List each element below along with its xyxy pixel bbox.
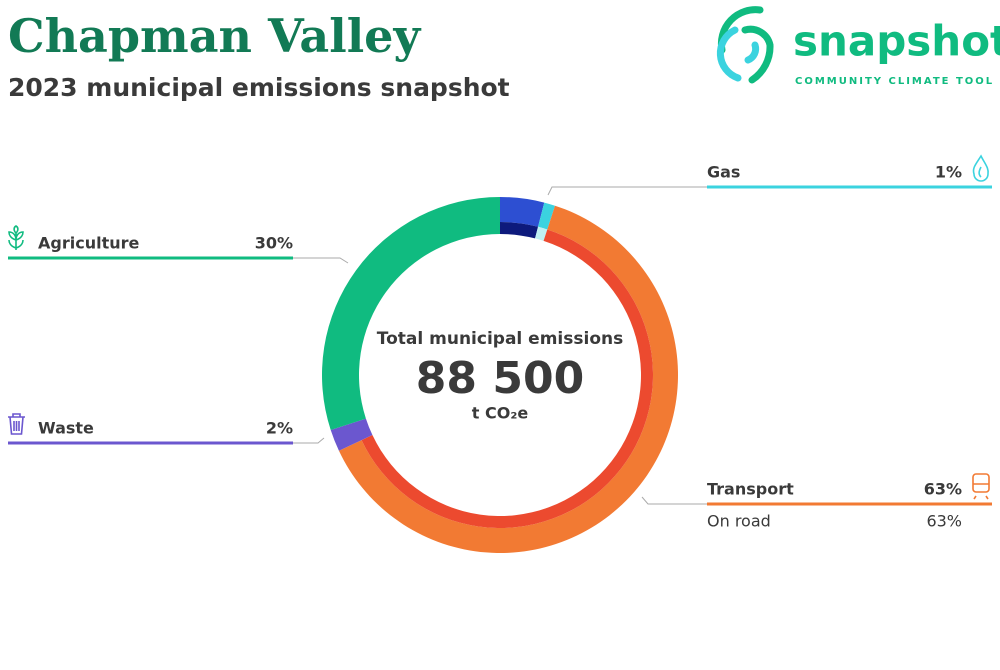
category-value: 1% xyxy=(935,163,962,182)
logo-tagline: COMMUNITY CLIMATE TOOL xyxy=(795,76,994,87)
donut-segment xyxy=(330,418,373,451)
category-value: 2% xyxy=(266,419,293,438)
category-label: Transport xyxy=(707,480,794,499)
leader-line xyxy=(547,186,707,196)
category-label: Waste xyxy=(38,419,94,438)
category-value: 63% xyxy=(924,480,962,499)
donut-segment xyxy=(500,197,545,227)
leader-line xyxy=(293,437,325,444)
category-value: 30% xyxy=(255,234,293,253)
icons xyxy=(8,154,990,500)
subsector-value: 63% xyxy=(926,512,962,531)
donut-segment xyxy=(322,197,500,431)
subsector-segment xyxy=(535,226,548,241)
unit: t CO₂e xyxy=(472,404,529,423)
subtitle: 2023 municipal emissions snapshot xyxy=(8,73,510,102)
logo-mark xyxy=(716,6,774,84)
leader-line xyxy=(641,496,707,505)
category-label: Gas xyxy=(707,163,740,182)
category-label: Agriculture xyxy=(38,234,140,253)
subsector-segment xyxy=(500,222,539,239)
title: Chapman Valley xyxy=(8,9,421,63)
donut-segment xyxy=(538,202,556,230)
center-title: Total municipal emissions xyxy=(377,329,623,349)
subsector-label: On road xyxy=(707,512,771,531)
leader-line xyxy=(293,257,349,264)
total-value: 88 500 xyxy=(416,353,584,404)
logo-name: snapshot xyxy=(793,17,1000,66)
